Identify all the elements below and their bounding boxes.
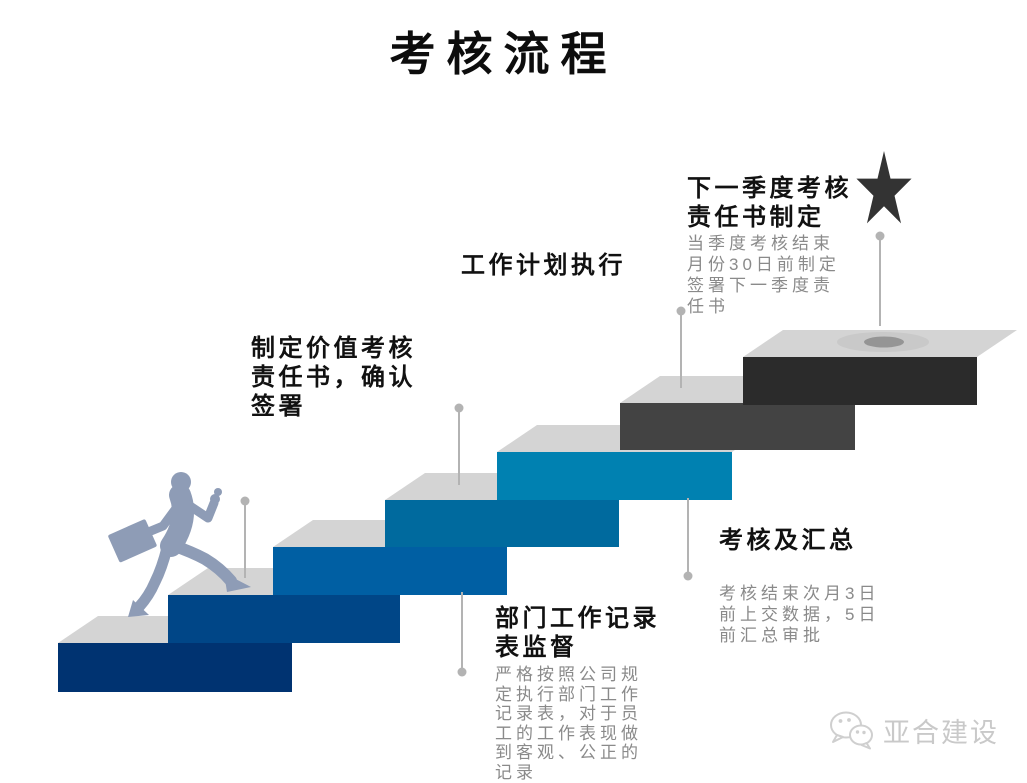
label-record-table-body: 严格按照公司规 定执行部门工作 记录表，对于员 工的工作表现做 到客观、公正的 …: [495, 665, 642, 782]
label-record-table: 部门工作记录 表监督 严格按照公司规 定执行部门工作 记录表，对于员 工的工作表…: [495, 604, 675, 782]
person-back-leg: [133, 542, 173, 613]
label-next-quarter: 下一季度考核 责任书制定 当季度考核结束 月份30日前制定 签署下一季度责 任书: [687, 174, 877, 317]
briefcase-icon: [108, 519, 157, 563]
top-step-hole: [864, 336, 904, 348]
climbing-businessman-icon: [108, 472, 251, 617]
person-fist: [210, 494, 220, 504]
stair-step-5-front: [497, 452, 732, 500]
person-held-object: [214, 488, 222, 496]
stair-step-1-front: [58, 643, 292, 692]
label-review-sum-heading: 考核及汇总: [719, 527, 857, 554]
person-back-foot: [128, 600, 149, 617]
label-review-sum: 考核及汇总 考核结束次月3日 前上交数据，5日 前汇总审批: [719, 526, 909, 646]
stair-step-7-front: [743, 357, 977, 405]
pin-plan-exec: [676, 306, 686, 388]
brand-watermark: 亚合建设: [828, 710, 999, 750]
stair-step-6-front: [620, 403, 855, 450]
person-lower-arm: [141, 502, 182, 538]
person-front-foot: [224, 573, 251, 592]
label-next-quarter-heading: 下一季度考核 责任书制定: [687, 175, 852, 231]
label-next-quarter-body: 当季度考核结束 月份30日前制定 签署下一季度责 任书: [687, 234, 840, 316]
stair-step-4-front: [385, 500, 619, 547]
stairs: [58, 330, 1017, 692]
label-plan-sign: 制定价值考核 责任书，确认 签署: [251, 334, 451, 421]
star-icon: [856, 151, 912, 224]
label-plan-exec: 工作计划执行: [461, 251, 681, 280]
page-title: 考核流程: [389, 28, 618, 80]
label-review-sum-body: 考核结束次月3日 前上交数据，5日 前汇总审批: [719, 584, 880, 645]
stair-step-3-front: [273, 547, 507, 595]
pin-review-sum: [683, 498, 693, 581]
pin-plan-sign-left: [240, 496, 250, 578]
wechat-icon: [830, 711, 873, 750]
label-record-table-heading: 部门工作记录 表监督: [495, 605, 660, 661]
stair-step-2-front: [168, 595, 400, 643]
brand-name: 亚合建设: [883, 717, 999, 748]
pin-record-table: [457, 592, 467, 677]
label-plan-sign-heading: 制定价值考核 责任书，确认 签署: [251, 335, 416, 420]
label-plan-exec-heading: 工作计划执行: [461, 252, 626, 279]
connector-pins: [240, 231, 885, 677]
person-raised-arm: [182, 498, 219, 523]
pin-star: [875, 231, 885, 326]
pin-plan-sign: [454, 403, 464, 485]
